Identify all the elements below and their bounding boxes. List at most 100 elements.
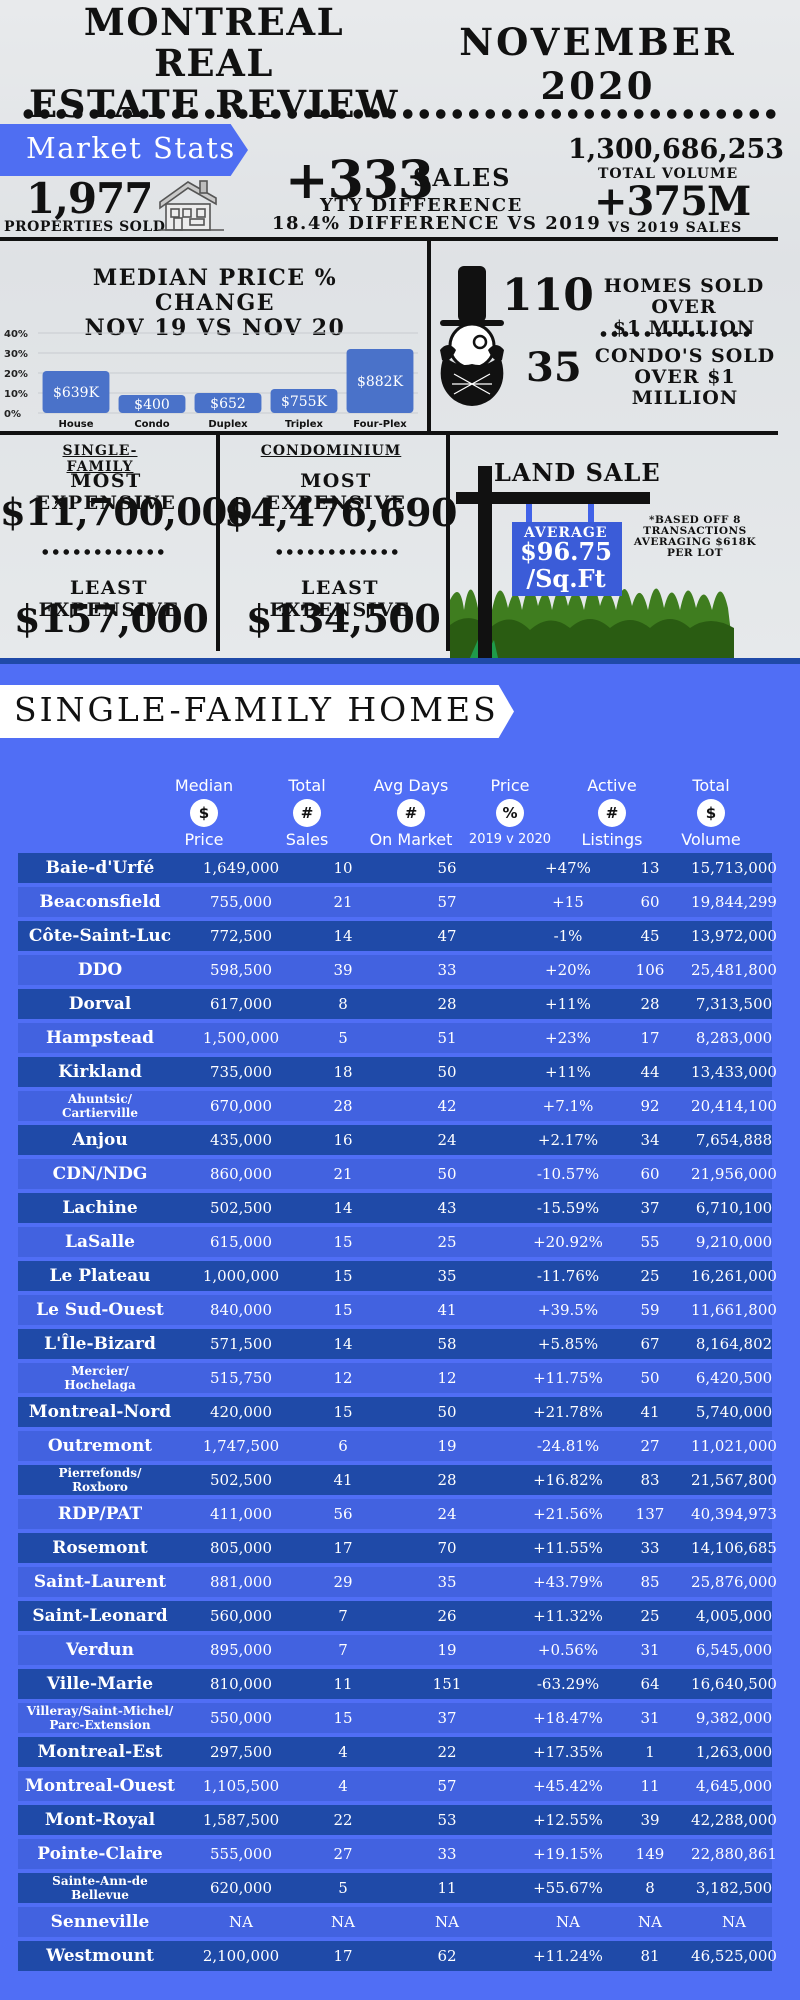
column-header-top: Active xyxy=(587,776,637,795)
chart-title: MEDIAN PRICE % CHANGE NOV 19 VS NOV 20 xyxy=(30,266,400,341)
price-change-cell: +20.92% xyxy=(533,1233,603,1251)
total-volume-cell: 46,525,000 xyxy=(691,1947,777,1965)
column-header: Active # Listings xyxy=(552,776,672,850)
column-header: Price% 2019 v 2020 xyxy=(450,776,570,850)
median-price-cell: 805,000 xyxy=(209,1539,273,1557)
price-change-cell: +21.56% xyxy=(533,1505,603,1523)
table-row: Ville-Marie 810,000 11 151 -63.29% 64 16,640,5… xyxy=(18,1669,777,1699)
land-sale-sign-icon xyxy=(450,466,734,658)
total-sales-cell: 15 xyxy=(333,1267,353,1285)
median-price-cell: 502,500 xyxy=(209,1471,273,1489)
total-sales-cell: 14 xyxy=(333,1335,353,1353)
single-family-homes-title: SINGLE-FAMILY HOMES xyxy=(14,690,499,729)
land-sale-note: *BASED OFF 8 TRANSACTIONS AVERAGING $618… xyxy=(633,514,757,559)
condo-least-expensive-label: LEAST EXPENSIVE xyxy=(269,577,411,621)
column-header: Total $ Volume xyxy=(651,776,771,850)
avg-days-cell: 28 xyxy=(437,995,457,1013)
total-sales-cell: 14 xyxy=(333,1199,353,1217)
single-family-homes-banner xyxy=(0,685,514,738)
active-listings-cell: 137 xyxy=(635,1505,665,1523)
borough-name-cell: Villeray/Saint-Michel/ Parc-Extension xyxy=(26,1704,174,1732)
price-change-cell: +11.32% xyxy=(533,1607,603,1625)
total-sales-cell: 14 xyxy=(333,927,353,945)
active-listings-cell: 37 xyxy=(640,1199,660,1217)
total-sales-cell: 15 xyxy=(333,1403,353,1421)
borough-name-cell: Montreal-Nord xyxy=(28,1402,172,1422)
table-row: Mont-Royal 1,587,500 22 53 +12.55% 39 42,288,0… xyxy=(18,1805,777,1835)
median-price-cell: 755,000 xyxy=(209,893,273,911)
table-row: Le Sud-Ouest 840,000 15 41 +39.5% 59 11,661,80… xyxy=(18,1295,777,1325)
total-volume-cell: 8,283,000 xyxy=(695,1029,773,1047)
active-listings-cell: 39 xyxy=(640,1811,660,1829)
house-icon xyxy=(158,180,224,231)
active-listings-cell: 83 xyxy=(640,1471,660,1489)
active-listings-cell: 64 xyxy=(640,1675,660,1693)
avg-days-cell: 53 xyxy=(437,1811,457,1829)
active-listings-cell: 34 xyxy=(640,1131,660,1149)
total-volume-cell: 40,394,973 xyxy=(691,1505,777,1523)
column-header-bottom: 2019 v 2020 xyxy=(468,832,552,847)
total-sales-cell: 5 xyxy=(338,1879,348,1897)
active-listings-cell: 92 xyxy=(640,1097,660,1115)
median-price-cell: 670,000 xyxy=(209,1097,273,1115)
table-row: Anjou 435,000 16 24 +2.17% 34 7,654,888 xyxy=(18,1125,772,1155)
price-change-cell: +45.42% xyxy=(533,1777,603,1795)
table-row: Pierrefonds/ Roxboro 502,500 41 28 +16.82% 83… xyxy=(18,1465,777,1495)
dollar-icon: $ xyxy=(190,799,218,827)
total-volume-cell: 7,654,888 xyxy=(695,1131,773,1149)
total-sales-cell: 12 xyxy=(333,1369,353,1387)
bar xyxy=(270,389,338,413)
active-listings-cell: 1 xyxy=(645,1743,655,1761)
total-volume-value: 1,300,686,253 xyxy=(568,134,785,165)
total-volume-cell: 9,210,000 xyxy=(695,1233,773,1251)
avg-days-cell: 22 xyxy=(437,1743,457,1761)
table-row: Outremont 1,747,500 6 19 -24.81% 27 11,021,000 xyxy=(18,1431,777,1461)
median-price-cell: 502,500 xyxy=(209,1199,273,1217)
active-listings-cell: 8 xyxy=(645,1879,655,1897)
borough-name-cell: Ahuntsic/ Cartierville xyxy=(62,1092,138,1120)
total-sales-cell: 6 xyxy=(338,1437,348,1455)
avg-days-cell: 33 xyxy=(437,961,457,979)
total-sales-cell: 22 xyxy=(333,1811,353,1829)
avg-days-cell: 12 xyxy=(437,1369,457,1387)
price-change-cell: -10.57% xyxy=(536,1165,600,1183)
total-volume-cell: 6,710,100 xyxy=(695,1199,773,1217)
active-listings-cell: 28 xyxy=(640,995,660,1013)
volume-change-label: VS 2019 SALES xyxy=(608,220,743,236)
bar xyxy=(42,371,110,413)
total-volume-cell: 9,382,000 xyxy=(695,1709,773,1727)
total-sales-cell: 16 xyxy=(333,1131,353,1149)
table-row: Senneville NA NA NA NA NA NA xyxy=(18,1907,772,1937)
avg-days-cell: 47 xyxy=(437,927,457,945)
table-row: Montreal-Nord 420,000 15 50 +21.78% 41 5,740,0… xyxy=(18,1397,772,1427)
table-row: Saint-Leonard 560,000 7 26 +11.32% 25 4,005,00… xyxy=(18,1601,772,1631)
column-header: Avg Days # On Market xyxy=(351,776,471,850)
avg-days-cell: 26 xyxy=(437,1607,457,1625)
total-volume-cell: 14,106,685 xyxy=(691,1539,777,1557)
total-sales-cell: 41 xyxy=(333,1471,353,1489)
avg-days-cell: 57 xyxy=(437,893,457,911)
bar-data-label: $882K xyxy=(357,374,404,390)
total-sales-cell: 7 xyxy=(338,1607,348,1625)
table-row: LaSalle 615,000 15 25 +20.92% 55 9,210,000 xyxy=(18,1227,772,1257)
column-header: Total # Sales xyxy=(247,776,367,850)
total-volume-cell: 3,182,500 xyxy=(695,1879,773,1897)
borough-name-cell: Hampstead xyxy=(45,1028,155,1048)
single-family-table-panel: SINGLE-FAMILY HOMES Median $ Price Total # Sa… xyxy=(0,658,800,2000)
total-volume-cell: NA xyxy=(722,1913,746,1931)
price-change-cell: +7.1% xyxy=(542,1097,594,1115)
median-price-cell: 735,000 xyxy=(209,1063,273,1081)
price-change-cell: +11.55% xyxy=(533,1539,603,1557)
land-sale-title: LAND SALE xyxy=(494,458,661,487)
avg-days-cell: 37 xyxy=(437,1709,457,1727)
avg-days-cell: 50 xyxy=(437,1165,457,1183)
price-change-cell: +21.78% xyxy=(533,1403,603,1421)
pct-difference-label: 18.4% DIFFERENCE VS 2019 xyxy=(272,213,602,234)
borough-name-cell: Le Sud-Ouest xyxy=(36,1300,164,1320)
sf-least-expensive-label: LEAST EXPENSIVE xyxy=(38,577,180,621)
condos-over-million-count: 35 xyxy=(526,344,582,391)
borough-name-cell: DDO xyxy=(77,960,123,980)
active-listings-cell: 44 xyxy=(640,1063,660,1081)
table-row: Rosemont 805,000 17 70 +11.55% 33 14,106,685 xyxy=(18,1533,777,1563)
column-header-bottom: On Market xyxy=(369,830,453,849)
